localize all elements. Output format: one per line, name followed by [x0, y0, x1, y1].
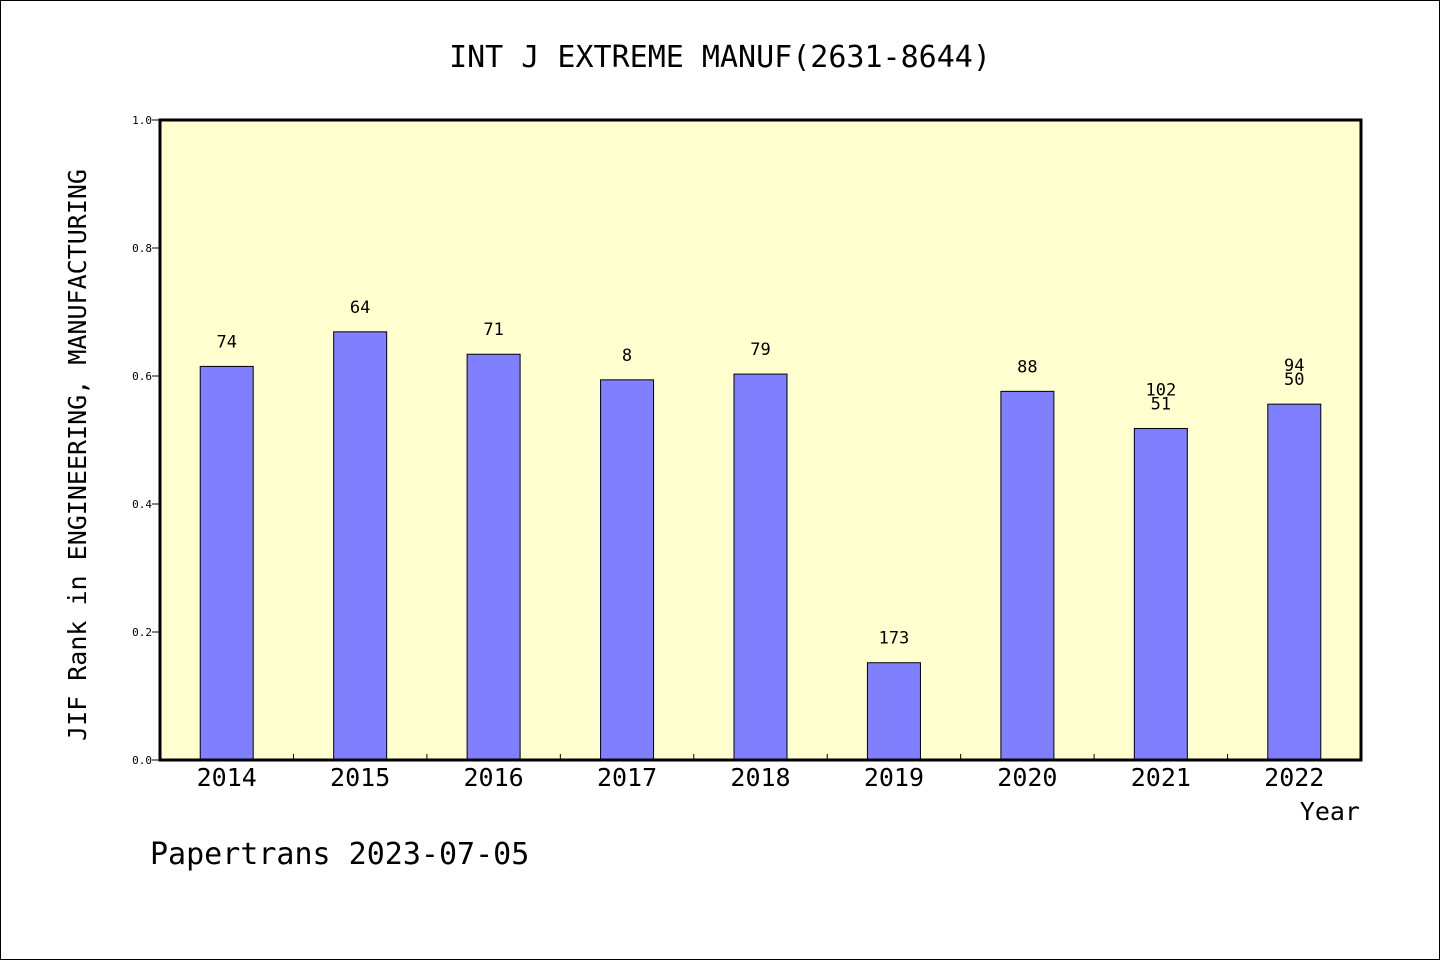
x-tick-label: 2015 [330, 763, 390, 792]
data-label: 8 [622, 346, 632, 366]
x-tick-label: 2021 [1131, 763, 1191, 792]
bar-2014 [199, 365, 254, 761]
data-label: 88 [1017, 357, 1037, 377]
x-tick-label: 2016 [464, 763, 524, 792]
data-label: 102 [1145, 380, 1176, 400]
bar-2018 [733, 373, 788, 761]
bar-2015 [333, 331, 388, 761]
bar-2022 [1267, 403, 1322, 761]
data-label: 94 [1284, 356, 1304, 376]
data-label: 79 [750, 340, 770, 360]
bar-2017 [600, 379, 655, 761]
x-tick-label: 2020 [997, 763, 1057, 792]
data-label: 74 [216, 332, 236, 352]
x-tick-label: 2014 [197, 763, 257, 792]
y-tick-label: 0.6 [132, 370, 152, 383]
plot-border [158, 118, 1363, 762]
data-label: 173 [879, 629, 910, 649]
data-label: 51 [1151, 394, 1171, 414]
data-label: 71 [483, 320, 503, 340]
y-tick-label: 0.4 [132, 498, 152, 511]
data-label: 64 [350, 298, 370, 318]
x-tick-label: 2017 [597, 763, 657, 792]
bar-2019 [866, 662, 921, 761]
footer-text: Papertrans 2023-07-05 [150, 837, 529, 872]
x-tick-label: 2019 [864, 763, 924, 792]
y-tick-label: 1.0 [132, 114, 152, 127]
x-axis-label: Year [1300, 797, 1360, 826]
x-tick-label: 2022 [1264, 763, 1324, 792]
data-label: 50 [1284, 370, 1304, 390]
y-tick-label: 0.2 [132, 626, 152, 639]
bar-2021 [1133, 427, 1188, 761]
y-tick-label: 0.8 [132, 242, 152, 255]
chart-title: INT J EXTREME MANUF(2631-8644) [449, 40, 991, 75]
x-tick-label: 2018 [730, 763, 790, 792]
y-axis-label: JIF Rank in ENGINEERING, MANUFACTURING [63, 169, 92, 741]
y-tick-label: 0.0 [132, 754, 152, 767]
bar-2020 [1000, 390, 1055, 761]
bar-2016 [466, 353, 521, 761]
